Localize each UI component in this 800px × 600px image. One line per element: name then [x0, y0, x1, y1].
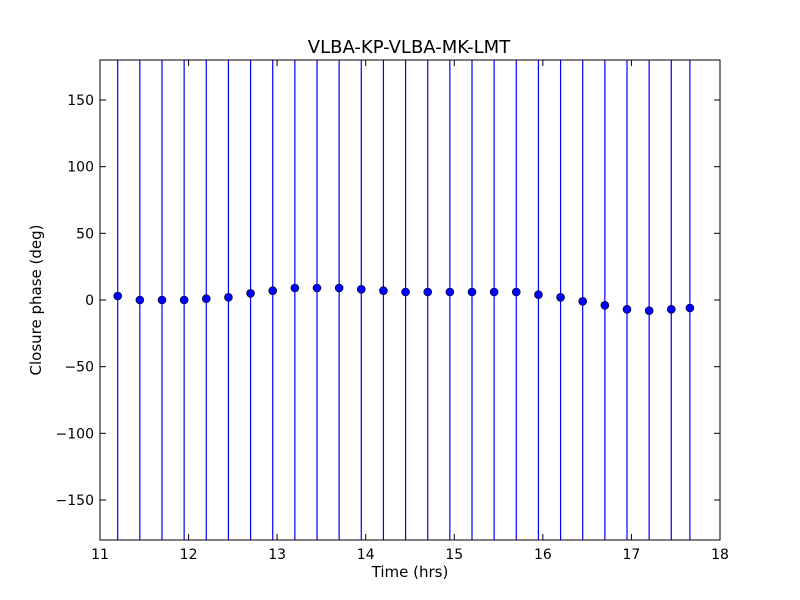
data-point-26 — [666, 305, 676, 314]
y-tick-label: 150 — [67, 93, 94, 109]
x-tick-label: 17 — [623, 547, 641, 563]
data-point-17 — [467, 287, 477, 297]
data-point-11 — [334, 283, 344, 293]
x-axis-label: Time (hrs) — [371, 563, 449, 581]
data-point-18 — [489, 287, 499, 297]
data-point-24 — [622, 305, 632, 314]
data-point-15 — [423, 287, 433, 297]
y-axis-label: Closure phase (deg) — [27, 225, 45, 376]
y-tick-label: −100 — [56, 426, 94, 442]
data-point-7 — [246, 289, 255, 298]
data-point-5 — [201, 294, 211, 303]
chart-title: VLBA-KP-VLBA-MK-LMT — [308, 37, 511, 58]
data-point-20 — [534, 290, 543, 299]
data-point-14 — [401, 287, 410, 297]
plot-area — [113, 60, 695, 540]
x-tick-label: 15 — [445, 547, 463, 563]
data-point-9 — [290, 283, 300, 293]
x-tick-label: 12 — [180, 547, 198, 563]
data-point-13 — [379, 286, 388, 295]
data-point-3 — [157, 295, 167, 305]
y-tick-label: 100 — [67, 160, 94, 176]
data-point-10 — [312, 283, 322, 293]
y-tick-label: −50 — [64, 360, 94, 376]
data-point-2 — [135, 295, 145, 305]
data-point-27 — [685, 303, 695, 313]
data-point-12 — [356, 285, 366, 294]
y-tick-label: −150 — [56, 493, 94, 509]
axis-ticks: 11 12 13 14 15 16 17 18 −150 −100 −50 0 50 100 150 — [56, 60, 729, 563]
data-point-22 — [578, 297, 588, 306]
data-point-8 — [268, 286, 278, 295]
x-tick-label: 11 — [91, 547, 109, 563]
x-tick-label: 16 — [534, 547, 552, 563]
y-tick-label: 50 — [76, 226, 94, 242]
data-point-16 — [445, 287, 455, 297]
x-tick-label: 14 — [357, 547, 375, 563]
data-point-4 — [179, 295, 189, 305]
data-point-23 — [600, 301, 610, 310]
data-point-19 — [511, 287, 521, 297]
data-point-25 — [644, 306, 654, 315]
x-tick-label: 13 — [268, 547, 286, 563]
data-point-6 — [224, 293, 233, 302]
data-point-1 — [113, 291, 123, 301]
y-tick-label: 0 — [85, 293, 94, 309]
x-tick-label: 18 — [711, 547, 729, 563]
data-point-21 — [556, 293, 565, 302]
